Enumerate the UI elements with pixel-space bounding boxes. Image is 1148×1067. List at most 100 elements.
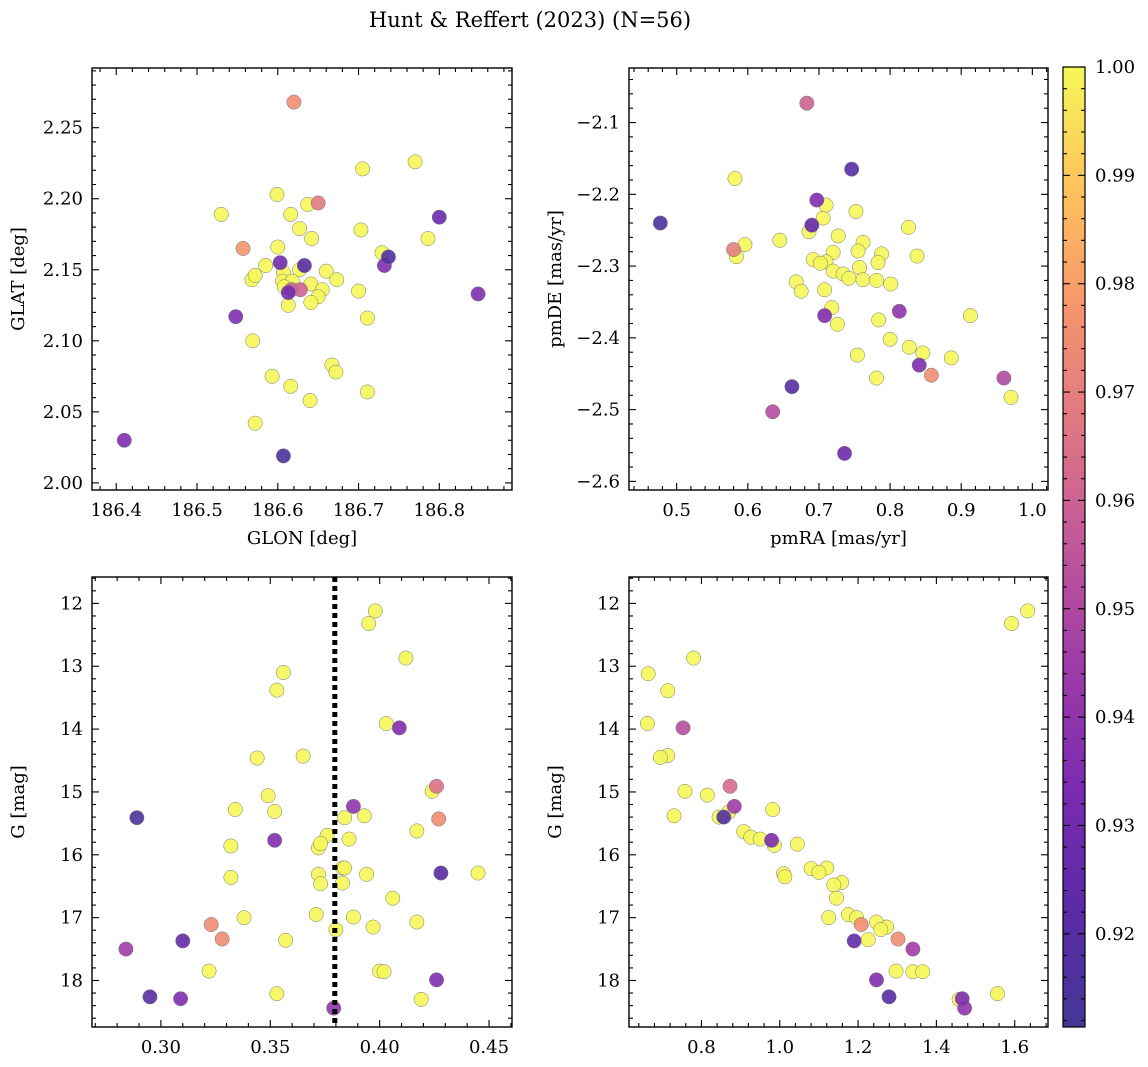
- scatter-point: [666, 808, 682, 824]
- scatter-point: [227, 802, 243, 817]
- scatter-point: [201, 963, 217, 979]
- scatter-point: [247, 267, 263, 283]
- scatter-point: [901, 219, 917, 235]
- scatter-point: [716, 809, 732, 825]
- scatter-point: [269, 187, 285, 202]
- scatter-point: [228, 309, 244, 325]
- plot-frame: [91, 67, 513, 491]
- x-tick-label: 1.4: [922, 1037, 951, 1058]
- scatter-point: [431, 209, 447, 225]
- y-tick-label: 18: [597, 970, 620, 991]
- y-tick-label: 2.00: [43, 473, 83, 494]
- scatter-point: [420, 231, 436, 246]
- scatter-point: [821, 910, 837, 926]
- scatter-point: [378, 715, 394, 731]
- x-tick-label: 0.6: [733, 500, 762, 521]
- scatter-point: [873, 922, 889, 938]
- y-tick-label: 16: [60, 845, 83, 866]
- y-tick-label: 2.15: [43, 260, 83, 281]
- scatter-points: [652, 95, 1019, 461]
- y-tick-label: 12: [597, 593, 620, 614]
- scatter-point: [223, 838, 239, 854]
- scatter-point: [829, 316, 845, 332]
- scatter-point: [214, 931, 230, 947]
- scatter-point: [269, 682, 285, 698]
- scatter-point: [280, 297, 296, 313]
- x-tick-label: 0.7: [805, 500, 834, 521]
- scatter-point: [247, 415, 263, 431]
- x-tick-label: 186.6: [252, 500, 304, 521]
- scatter-point: [337, 810, 353, 826]
- scatter-point: [310, 195, 326, 211]
- scatter-point: [846, 933, 862, 949]
- figure-title: Hunt & Reffert (2023) (N=56): [369, 8, 691, 32]
- y-tick-label: 2.25: [43, 118, 83, 139]
- scatter-point: [470, 286, 486, 302]
- scatter-point: [335, 875, 350, 891]
- y-axis-label: G [mag]: [545, 765, 566, 838]
- scatter-point: [407, 154, 423, 170]
- x-tick-label: 0.35: [250, 1037, 290, 1058]
- scatter-point: [901, 339, 917, 355]
- scatter-point: [355, 161, 371, 177]
- scatter-point: [817, 282, 833, 298]
- y-tick-label: 12: [60, 593, 83, 614]
- colorbar-tick-label: 0.98: [1095, 274, 1135, 295]
- x-tick-label: 0.8: [876, 500, 905, 521]
- x-axis-label: BP-RP [mag]: [781, 1065, 896, 1067]
- scatter-point: [829, 890, 844, 906]
- plot-frame: [628, 67, 1049, 491]
- scatter-point: [639, 715, 655, 731]
- x-tick-label: 0.5: [662, 500, 691, 521]
- scatter-point: [869, 972, 884, 988]
- y-tick-label: 13: [60, 656, 83, 677]
- y-tick-label: −2.2: [576, 184, 620, 205]
- scatter-point: [891, 303, 907, 319]
- y-tick-label: −2.4: [576, 328, 620, 349]
- y-tick-label: −2.6: [576, 471, 620, 492]
- scatter-point: [772, 232, 788, 248]
- scatter-point: [413, 991, 429, 1007]
- x-tick-label: 1.0: [1018, 500, 1047, 521]
- scatter-points: [116, 94, 486, 464]
- scatter-point: [129, 810, 145, 826]
- scatter-point: [909, 248, 925, 264]
- scatter-point: [359, 310, 375, 326]
- scatter-point: [409, 914, 425, 930]
- scatter-point: [429, 778, 444, 794]
- scatter-point: [175, 933, 191, 949]
- scatter-point: [353, 222, 369, 238]
- scatter-point: [652, 749, 668, 765]
- scatter-point: [853, 917, 869, 933]
- x-tick-label: 186.7: [333, 500, 385, 521]
- scatter-point: [765, 404, 781, 420]
- y-tick-label: 2.10: [43, 331, 83, 352]
- scatter-point: [963, 308, 978, 324]
- scatter-point: [996, 370, 1012, 386]
- y-tick-label: 2.05: [43, 402, 83, 423]
- scatter-point: [883, 276, 899, 292]
- y-tick-label: −2.5: [576, 400, 620, 421]
- scatter-point: [245, 333, 261, 349]
- scatter-point: [915, 964, 931, 980]
- y-tick-label: 17: [597, 908, 620, 929]
- scatter-point: [652, 215, 668, 231]
- scatter-point: [328, 364, 344, 380]
- scatter-point: [365, 919, 381, 935]
- scatter-point: [308, 907, 324, 922]
- panel-plx-gmag: 0.30 0.35 0.40 0.45 12 13 14 15 16 17 18 Plx [mas] G…: [8, 576, 513, 1067]
- scatter-point: [686, 650, 702, 666]
- scatter-point: [882, 331, 898, 347]
- y-axis-label: G [mag]: [8, 765, 29, 838]
- colorbar-tick-label: 0.93: [1095, 815, 1135, 836]
- colorbar-tick-label: 0.92: [1095, 924, 1135, 945]
- colorbar-tick-label: 0.95: [1095, 599, 1135, 620]
- scatter-point: [267, 803, 283, 819]
- scatter-point: [837, 445, 852, 461]
- y-axis-label: GLAT [deg]: [8, 227, 29, 331]
- x-axis-label: Plx [mas]: [260, 1065, 345, 1067]
- scatter-point: [811, 864, 827, 880]
- scatter-point: [223, 869, 239, 885]
- scatter-point: [345, 909, 361, 925]
- scatter-point: [722, 778, 738, 794]
